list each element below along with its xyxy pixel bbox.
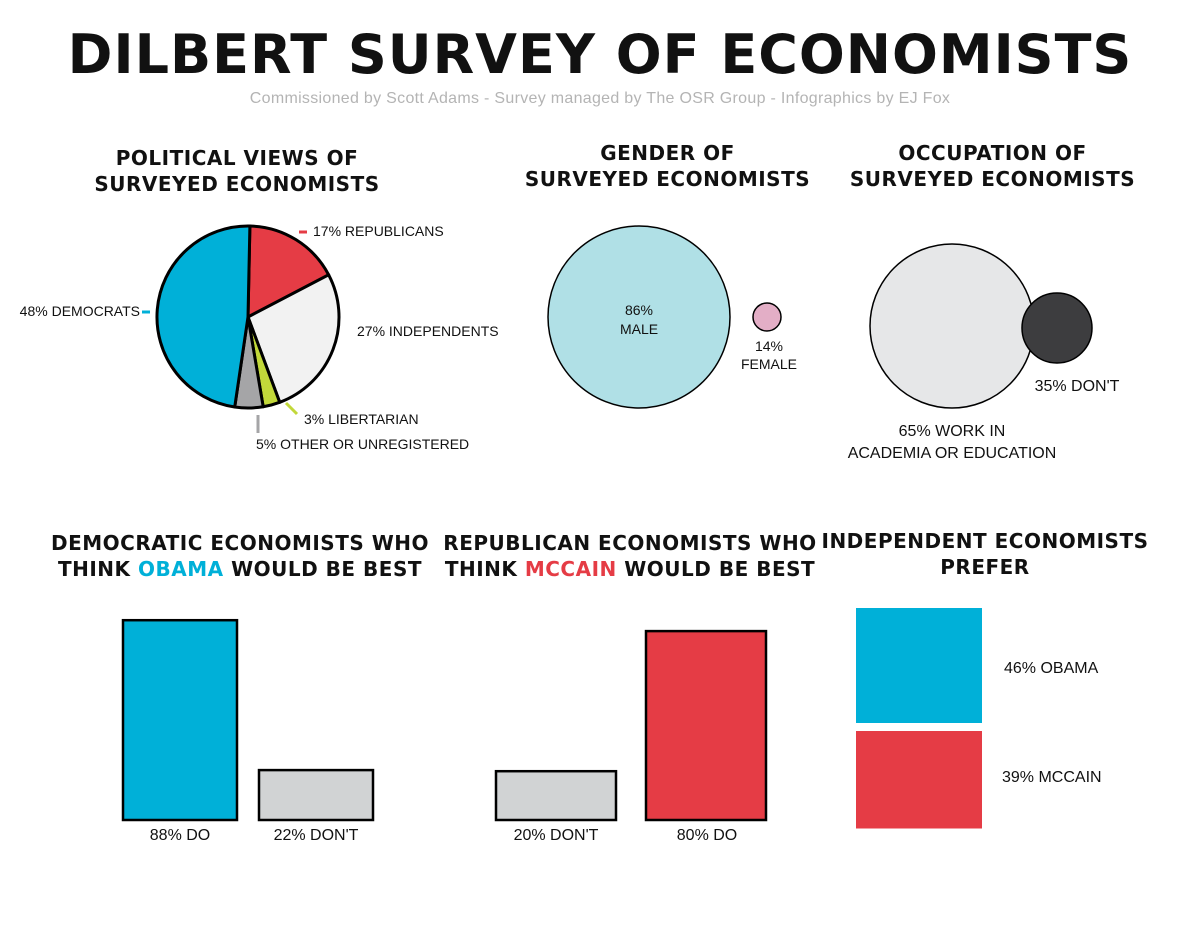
gender-title-line2: SURVEYED ECONOMISTS — [524, 167, 811, 191]
occupation-title-line2: SURVEYED ECONOMISTS — [849, 167, 1136, 191]
block-obama-label: 46% OBAMA — [1004, 660, 1099, 677]
occupation-bubble-chart: 35% DON'T 65% WORK IN ACADEMIA OR EDUCAT… — [848, 243, 1120, 462]
block-mccain-label: 39% MCCAIN — [1002, 769, 1102, 786]
political-title-line2: SURVEYED ECONOMISTS — [94, 172, 380, 196]
libertarian-leader — [284, 401, 299, 416]
pie-slice-republicans — [246, 224, 331, 319]
independent-title-line1: INDEPENDENT ECONOMISTS — [821, 529, 1149, 553]
mccain-highlight: MCCAIN — [524, 557, 617, 581]
republicans-label: 17% REPUBLICANS — [313, 223, 444, 239]
bar-rep-dont — [494, 769, 618, 822]
block-mccain — [856, 731, 982, 829]
democrats-label: 48% DEMOCRATS — [20, 303, 140, 319]
bar-rep-do — [644, 629, 768, 822]
bar-dem-do — [121, 618, 239, 822]
male-bubble — [547, 225, 731, 409]
dem-obama-bar-chart: 88% DO 22% DON'T — [121, 618, 375, 844]
bar-rep-do-label: 80% DO — [677, 827, 737, 844]
occupation-title-line1: OCCUPATION OF — [898, 141, 1087, 165]
page-subtitle: Commissioned by Scott Adams - Survey man… — [249, 90, 951, 107]
bar-rep-dont-label: 20% DON'T — [514, 827, 599, 844]
academia-bubble — [869, 243, 1035, 409]
bar-dem-dont — [257, 768, 375, 822]
female-bubble — [752, 302, 782, 332]
dont-bubble — [1021, 292, 1093, 364]
rep-mccain-title-line1: REPUBLICAN ECONOMISTS WHO — [443, 531, 817, 555]
gender-bubble-chart: 86% MALE 14% FEMALE — [547, 225, 797, 409]
female-label-pct: 14% — [755, 338, 783, 354]
academia-label-line1: 65% WORK IN — [899, 423, 1006, 440]
pie-slice-independents — [246, 273, 341, 404]
other-label: 5% OTHER OR UNREGISTERED — [256, 436, 469, 452]
bar-dem-dont-label: 22% DON'T — [274, 827, 359, 844]
rep-mccain-bar-chart: 20% DON'T 80% DO — [494, 629, 768, 844]
political-pie-chart: 17% REPUBLICANS 27% INDEPENDENTS 3% LIBE… — [20, 223, 499, 452]
block-obama — [856, 608, 982, 723]
male-label-pct: 86% — [625, 302, 653, 318]
independent-title: INDEPENDENT ECONOMISTS PREFER — [810, 528, 1160, 580]
independent-prefer-chart: 46% OBAMA 39% MCCAIN — [856, 608, 1102, 829]
gender-title-line1: GENDER OF — [600, 141, 735, 165]
female-label-text: FEMALE — [741, 356, 797, 372]
political-title-line1: POLITICAL VIEWS OF — [115, 146, 359, 170]
independent-title-line2: PREFER — [940, 555, 1030, 579]
gender-title: GENDER OF SURVEYED ECONOMISTS — [500, 140, 835, 192]
bar-dem-do-label: 88% DO — [150, 827, 210, 844]
dont-label: 35% DON'T — [1035, 378, 1120, 395]
obama-highlight: OBAMA — [138, 557, 224, 581]
independents-label: 27% INDEPENDENTS — [357, 323, 499, 339]
male-label-text: MALE — [620, 321, 658, 337]
libertarian-label: 3% LIBERTARIAN — [304, 411, 419, 427]
occupation-title: OCCUPATION OF SURVEYED ECONOMISTS — [825, 140, 1160, 192]
political-title: POLITICAL VIEWS OF SURVEYED ECONOMISTS — [62, 145, 412, 197]
rep-mccain-title-line2: THINK MCCAIN WOULD BE BEST — [444, 557, 816, 581]
rep-mccain-title: REPUBLICAN ECONOMISTS WHO THINK MCCAIN W… — [430, 530, 830, 582]
pie-slice-democrats — [155, 224, 252, 409]
academia-label-line2: ACADEMIA OR EDUCATION — [848, 445, 1057, 462]
dem-obama-title-line2: THINK OBAMA WOULD BE BEST — [57, 557, 423, 581]
dem-obama-title-line1: DEMOCRATIC ECONOMISTS WHO — [50, 531, 430, 555]
page-title: DILBERT SURVEY OF ECONOMISTS — [67, 23, 1133, 86]
dem-obama-title: DEMOCRATIC ECONOMISTS WHO THINK OBAMA WO… — [40, 530, 440, 582]
